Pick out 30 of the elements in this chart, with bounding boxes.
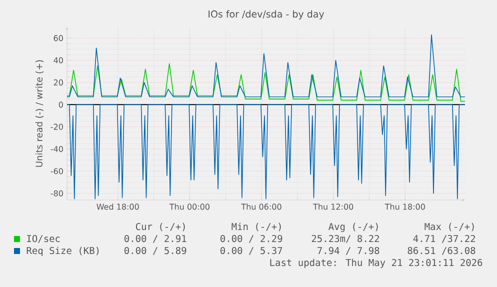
x-tick-label: Thu 12:00 [313, 204, 354, 210]
text: Min (-/+) [232, 222, 281, 232]
y-tick-label: 0 [58, 102, 63, 108]
x-tick-label: Thu 06:00 [241, 204, 282, 210]
legend-label: Req Size (KB) [26, 246, 99, 256]
text: Avg (-/+) [328, 222, 378, 232]
x-tick-label: Wed 18:00 [96, 204, 139, 210]
text: 0.00 / 5.37 [220, 246, 282, 255]
y-tick-label: 40 [54, 57, 63, 64]
text: 25.23m/ 8.22 [312, 234, 379, 243]
text: 7.94 / 7.98 [318, 246, 380, 255]
text: Cur (-/+) [136, 222, 185, 232]
text: 86.51 /63.08 [408, 246, 476, 255]
chart-title: IOs for /dev/sda - by day [208, 10, 324, 20]
y-tick-label: 20 [54, 79, 63, 86]
x-tick-label: Thu 00:00 [169, 204, 210, 210]
text: Last update: Thu May 21 23:01:11 2026 [270, 258, 482, 268]
y-tick-label: 60 [54, 35, 63, 42]
y-tick-label: -60 [50, 168, 63, 174]
text: 4.71 /37.22 [413, 234, 475, 243]
legend-label: IO/sec [27, 234, 60, 243]
y-tick-label: -20 [50, 124, 63, 130]
y-tick-label: -40 [50, 146, 63, 152]
x-tick-label: Thu 18:00 [384, 204, 425, 210]
text: 0.00 / 2.91 [124, 234, 186, 243]
y-axis-title: Units read (-) / write (+) [36, 60, 44, 167]
y-tick-label: -80 [50, 190, 63, 196]
text: 0.00 / 5.89 [124, 246, 186, 255]
text: 0.00 / 2.29 [220, 234, 282, 243]
text: Max (-/+) [424, 222, 474, 232]
